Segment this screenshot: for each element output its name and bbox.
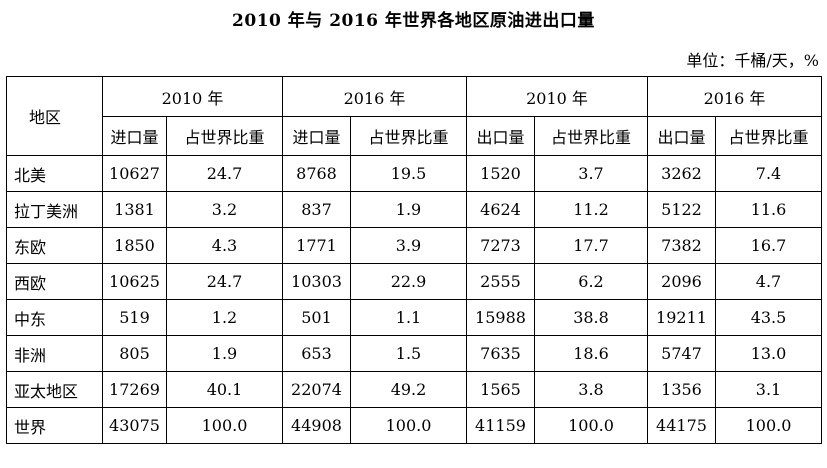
table-title: 2010 年与 2016 年世界各地区原油进出口量 bbox=[232, 11, 595, 31]
value-cell: 100.0 bbox=[350, 407, 467, 444]
value-cell: 11.2 bbox=[534, 191, 648, 228]
value-cell: 7635 bbox=[466, 335, 535, 372]
value-cell: 17269 bbox=[102, 371, 167, 408]
table-row: 北美 10627 24.7 8768 19.5 1520 3.7 3262 7.4 bbox=[6, 155, 822, 192]
value-cell: 43.5 bbox=[715, 299, 822, 336]
metric-header: 占世界比重 bbox=[534, 116, 648, 156]
value-cell: 17.7 bbox=[534, 227, 648, 264]
metric-header: 出口量 bbox=[466, 116, 535, 156]
year-header: 2016 年 bbox=[647, 76, 822, 117]
header-row-metrics: 进口量 占世界比重 进口量 占世界比重 出口量 占世界比重 出口量 占世界比重 bbox=[7, 116, 822, 156]
value-cell: 18.6 bbox=[534, 335, 648, 372]
value-cell: 43075 bbox=[102, 407, 167, 444]
value-cell: 10303 bbox=[282, 263, 351, 300]
value-cell: 40.1 bbox=[166, 371, 283, 408]
region-cell: 亚太地区 bbox=[6, 371, 103, 408]
value-cell: 41159 bbox=[466, 407, 535, 444]
value-cell: 501 bbox=[282, 299, 351, 336]
value-cell: 24.7 bbox=[166, 263, 283, 300]
value-cell: 8768 bbox=[282, 155, 351, 192]
value-cell: 49.2 bbox=[350, 371, 467, 408]
value-cell: 15988 bbox=[466, 299, 535, 336]
value-cell: 2555 bbox=[466, 263, 535, 300]
value-cell: 1771 bbox=[282, 227, 351, 264]
value-cell: 19211 bbox=[647, 299, 716, 336]
metric-header: 占世界比重 bbox=[350, 116, 467, 156]
value-cell: 653 bbox=[282, 335, 351, 372]
value-cell: 38.8 bbox=[534, 299, 648, 336]
value-cell: 100.0 bbox=[166, 407, 283, 444]
year-header: 2016 年 bbox=[282, 76, 467, 117]
unit-label: 单位：千桶/天，% bbox=[686, 51, 819, 70]
metric-header: 进口量 bbox=[282, 116, 351, 156]
value-cell: 3.2 bbox=[166, 191, 283, 228]
table-row: 中东 519 1.2 501 1.1 15988 38.8 19211 43.5 bbox=[6, 299, 822, 336]
region-cell: 非洲 bbox=[6, 335, 103, 372]
value-cell: 1381 bbox=[102, 191, 167, 228]
value-cell: 1.9 bbox=[166, 335, 283, 372]
metric-header: 占世界比重 bbox=[166, 116, 283, 156]
region-cell: 西欧 bbox=[6, 263, 103, 300]
value-cell: 22074 bbox=[282, 371, 351, 408]
oil-trade-table: 地区 2010 年 2016 年 2010 年 2016 年 进口量 占世界比重… bbox=[6, 76, 822, 444]
value-cell: 1.9 bbox=[350, 191, 467, 228]
value-cell: 3.8 bbox=[534, 371, 648, 408]
value-cell: 1565 bbox=[466, 371, 535, 408]
value-cell: 1.1 bbox=[350, 299, 467, 336]
value-cell: 13.0 bbox=[715, 335, 822, 372]
value-cell: 4624 bbox=[466, 191, 535, 228]
value-cell: 6.2 bbox=[534, 263, 648, 300]
region-cell: 中东 bbox=[6, 299, 103, 336]
year-header: 2010 年 bbox=[102, 76, 283, 117]
region-header: 地区 bbox=[6, 76, 103, 156]
value-cell: 1520 bbox=[466, 155, 535, 192]
value-cell: 3262 bbox=[647, 155, 716, 192]
value-cell: 2096 bbox=[647, 263, 716, 300]
value-cell: 7.4 bbox=[715, 155, 822, 192]
value-cell: 5747 bbox=[647, 335, 716, 372]
year-header: 2010 年 bbox=[466, 76, 648, 117]
value-cell: 16.7 bbox=[715, 227, 822, 264]
value-cell: 1850 bbox=[102, 227, 167, 264]
header-row-years: 地区 2010 年 2016 年 2010 年 2016 年 bbox=[6, 76, 822, 156]
value-cell: 837 bbox=[282, 191, 351, 228]
value-cell: 24.7 bbox=[166, 155, 283, 192]
value-cell: 3.9 bbox=[350, 227, 467, 264]
value-cell: 7382 bbox=[647, 227, 716, 264]
value-cell: 4.3 bbox=[166, 227, 283, 264]
value-cell: 1356 bbox=[647, 371, 716, 408]
value-cell: 44175 bbox=[647, 407, 716, 444]
table-row: 非洲 805 1.9 653 1.5 7635 18.6 5747 13.0 bbox=[6, 335, 822, 372]
value-cell: 7273 bbox=[466, 227, 535, 264]
value-cell: 100.0 bbox=[715, 407, 822, 444]
metric-header: 进口量 bbox=[102, 116, 167, 156]
value-cell: 519 bbox=[102, 299, 167, 336]
region-cell: 北美 bbox=[6, 155, 103, 192]
value-cell: 1.2 bbox=[166, 299, 283, 336]
value-cell: 19.5 bbox=[350, 155, 467, 192]
region-cell: 东欧 bbox=[6, 227, 103, 264]
value-cell: 11.6 bbox=[715, 191, 822, 228]
value-cell: 100.0 bbox=[534, 407, 648, 444]
table-row: 东欧 1850 4.3 1771 3.9 7273 17.7 7382 16.7 bbox=[6, 227, 822, 264]
region-cell: 世界 bbox=[6, 407, 103, 444]
table-row: 亚太地区 17269 40.1 22074 49.2 1565 3.8 1356 3.1 bbox=[6, 371, 822, 408]
value-cell: 10627 bbox=[102, 155, 167, 192]
value-cell: 805 bbox=[102, 335, 167, 372]
metric-header: 占世界比重 bbox=[715, 116, 822, 156]
value-cell: 5122 bbox=[647, 191, 716, 228]
table-row: 拉丁美洲 1381 3.2 837 1.9 4624 11.2 5122 11.6 bbox=[6, 191, 822, 228]
value-cell: 3.7 bbox=[534, 155, 648, 192]
value-cell: 3.1 bbox=[715, 371, 822, 408]
value-cell: 4.7 bbox=[715, 263, 822, 300]
region-cell: 拉丁美洲 bbox=[6, 191, 103, 228]
metric-header: 出口量 bbox=[647, 116, 716, 156]
value-cell: 1.5 bbox=[350, 335, 467, 372]
value-cell: 22.9 bbox=[350, 263, 467, 300]
table-row: 西欧 10625 24.7 10303 22.9 2555 6.2 2096 4.7 bbox=[6, 263, 822, 300]
value-cell: 10625 bbox=[102, 263, 167, 300]
value-cell: 44908 bbox=[282, 407, 351, 444]
table-row: 世界 43075 100.0 44908 100.0 41159 100.0 44175 100… bbox=[6, 407, 822, 444]
